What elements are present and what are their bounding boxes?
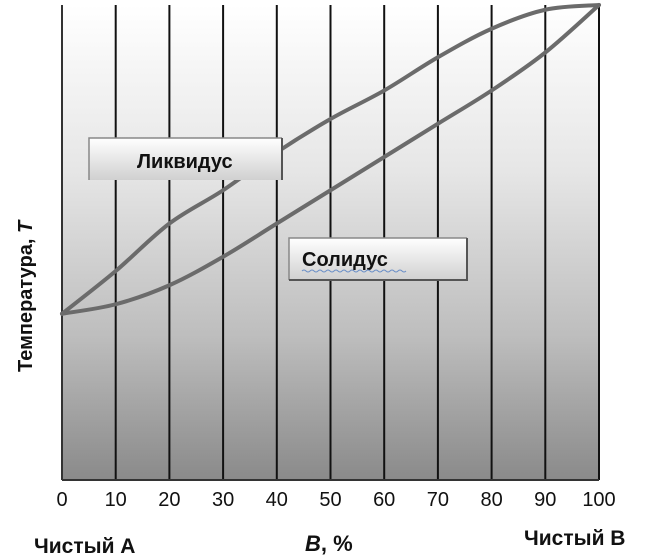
x-tick-label-80: 80 (480, 489, 502, 511)
x-tick-label-10: 10 (105, 489, 127, 511)
x-tick-label-90: 90 (534, 489, 556, 511)
x-axis-label-rest: , % (321, 531, 353, 556)
x-tick-labels: 0 10 20 30 40 50 60 70 80 90 100 (56, 489, 615, 511)
x-axis-label-var: B (305, 531, 321, 556)
liquidus-label-box: Ликвидус (88, 137, 283, 180)
liquidus-label: Ликвидус (137, 151, 233, 173)
x-tick-label-70: 70 (427, 489, 449, 511)
solidus-label-box: Солидус (288, 237, 468, 281)
x-tick-label-20: 20 (158, 489, 180, 511)
x-tick-label-60: 60 (373, 489, 395, 511)
solidus-curve (60, 3, 601, 316)
liquidus-curve (60, 3, 601, 316)
solidus-label: Солидус (302, 249, 388, 271)
x-tick-label-50: 50 (319, 489, 341, 511)
y-axis-label-var: T (15, 219, 37, 233)
x-tick-label-40: 40 (266, 489, 288, 511)
spellcheck-underline (301, 269, 407, 273)
corner-label-left: Чистый A (34, 535, 135, 558)
x-tick-label-100: 100 (582, 489, 615, 511)
grid-lines (61, 5, 600, 480)
y-axis-label: Температура, T (15, 219, 37, 372)
x-axis-label: B, % (305, 531, 353, 556)
corner-label-right: Чистый B (524, 527, 625, 550)
x-tick-label-30: 30 (212, 489, 234, 511)
series-layer (60, 3, 601, 316)
y-axis-label-text: Температура, (15, 233, 37, 372)
x-tick-label-0: 0 (56, 489, 67, 511)
